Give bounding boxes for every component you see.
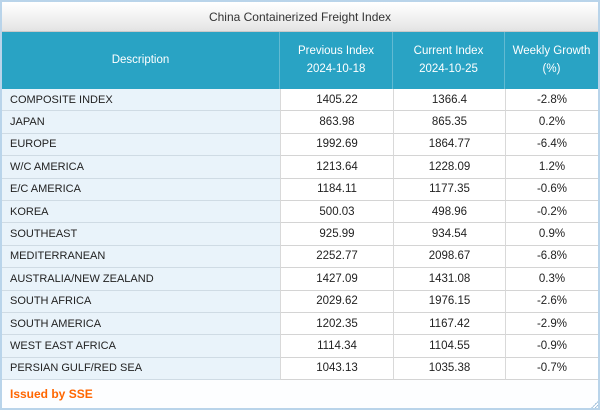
current-index-cell: 1864.77 [393,133,505,157]
previous-index-cell: 1427.09 [280,268,393,291]
weekly-growth-cell: -0.9% [505,335,598,358]
weekly-growth-cell: -6.8% [505,245,598,269]
previous-index-cell: 1043.13 [280,357,393,381]
weekly-growth-cell: -2.9% [505,312,598,336]
column-header-label: Current Index [413,44,484,57]
weekly-growth-cell: 0.2% [505,111,598,134]
current-index-cell: 1366.4 [393,89,505,112]
weekly-growth-cell: -0.6% [505,178,598,201]
table-header-row: Description Previous Index 2024-10-18 Cu… [2,32,598,89]
description-cell: WEST EAST AFRICA [2,335,280,358]
description-cell: PERSIAN GULF/RED SEA [2,357,280,381]
description-cell: AUSTRALIA/NEW ZEALAND [2,268,280,291]
column-header-weekly-growth: Weekly Growth (%) [505,32,598,89]
column-header-label: Description [111,53,170,66]
column-header-previous-index: Previous Index 2024-10-18 [280,32,393,89]
previous-index-cell: 1405.22 [280,89,393,112]
current-index-cell: 1976.15 [393,290,505,313]
current-index-cell: 2098.67 [393,245,505,269]
page-title: China Containerized Freight Index [2,2,598,32]
description-cell: MEDITERRANEAN [2,245,280,269]
table-row: WEST EAST AFRICA 1114.34 1104.55 -0.9% [2,335,598,358]
previous-index-cell: 1992.69 [280,133,393,157]
current-index-cell: 1431.08 [393,268,505,291]
column-header-current-index: Current Index 2024-10-25 [393,32,505,89]
table-row: SOUTH AFRICA 2029.62 1976.15 -2.6% [2,290,598,313]
table-row: KOREA 500.03 498.96 -0.2% [2,200,598,224]
column-header-sublabel: 2024-10-25 [419,62,478,75]
table-row: SOUTH AMERICA 1202.35 1167.42 -2.9% [2,312,598,336]
description-cell: JAPAN [2,111,280,134]
previous-index-cell: 500.03 [280,200,393,224]
description-cell: SOUTH AFRICA [2,290,280,313]
table-body: COMPOSITE INDEX 1405.22 1366.4 -2.8% JAP… [2,89,598,381]
current-index-cell: 1177.35 [393,178,505,201]
table-row: JAPAN 863.98 865.35 0.2% [2,111,598,134]
column-header-label: Previous Index [297,44,375,57]
current-index-cell: 1228.09 [393,156,505,179]
table-row: E/C AMERICA 1184.11 1177.35 -0.6% [2,178,598,201]
table-row: MEDITERRANEAN 2252.77 2098.67 -6.8% [2,245,598,269]
previous-index-cell: 2252.77 [280,245,393,269]
current-index-cell: 498.96 [393,200,505,224]
table-row: COMPOSITE INDEX 1405.22 1366.4 -2.8% [2,89,598,112]
previous-index-cell: 2029.62 [280,290,393,313]
current-index-cell: 1104.55 [393,335,505,358]
description-cell: E/C AMERICA [2,178,280,201]
description-cell: SOUTH AMERICA [2,312,280,336]
current-index-cell: 1035.38 [393,357,505,381]
weekly-growth-cell: -0.2% [505,200,598,224]
issued-by-note: Issued by SSE [2,380,598,408]
weekly-growth-cell: -2.8% [505,89,598,112]
description-cell: COMPOSITE INDEX [2,89,280,112]
description-cell: EUROPE [2,133,280,157]
weekly-growth-cell: -0.7% [505,357,598,381]
issued-by-text: Issued by SSE [10,387,93,402]
table-row: EUROPE 1992.69 1864.77 -6.4% [2,133,598,157]
column-header-label: Weekly Growth [512,44,591,57]
previous-index-cell: 1202.35 [280,312,393,336]
description-cell: SOUTHEAST [2,223,280,246]
weekly-growth-cell: 0.9% [505,223,598,246]
column-header-sublabel: (%) [542,62,561,75]
column-header-sublabel: 2024-10-18 [306,62,366,75]
description-cell: KOREA [2,200,280,224]
column-header-description: Description [2,32,280,89]
current-index-cell: 865.35 [393,111,505,134]
weekly-growth-cell: -6.4% [505,133,598,157]
previous-index-cell: 1114.34 [280,335,393,358]
current-index-cell: 1167.42 [393,312,505,336]
table-row: W/C AMERICA 1213.64 1228.09 1.2% [2,156,598,179]
weekly-growth-cell: 1.2% [505,156,598,179]
current-index-cell: 934.54 [393,223,505,246]
description-cell: W/C AMERICA [2,156,280,179]
weekly-growth-cell: -2.6% [505,290,598,313]
previous-index-cell: 1213.64 [280,156,393,179]
previous-index-cell: 925.99 [280,223,393,246]
weekly-growth-cell: 0.3% [505,268,598,291]
table-row: SOUTHEAST 925.99 934.54 0.9% [2,223,598,246]
previous-index-cell: 1184.11 [280,178,393,201]
resize-grip-icon [591,401,598,408]
table-row: PERSIAN GULF/RED SEA 1043.13 1035.38 -0.… [2,357,598,381]
table-row: AUSTRALIA/NEW ZEALAND 1427.09 1431.08 0.… [2,268,598,291]
page-title-text: China Containerized Freight Index [208,9,392,24]
previous-index-cell: 863.98 [280,111,393,134]
